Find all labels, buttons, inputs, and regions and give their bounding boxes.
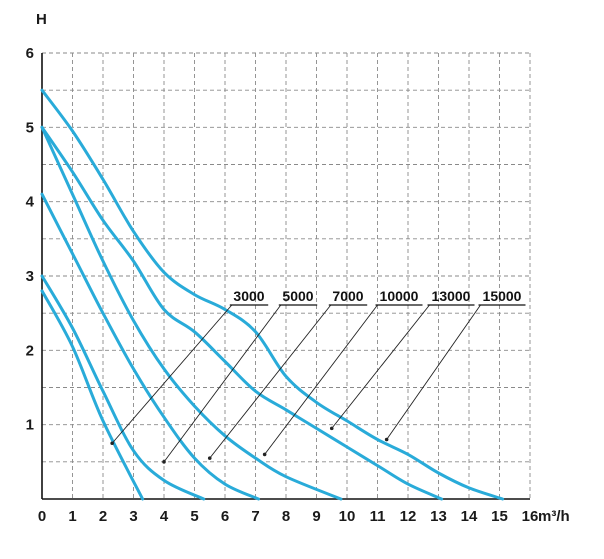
x-tick-label: 10	[339, 508, 356, 525]
y-tick-label: 5	[26, 119, 34, 136]
x-tick-label: 4	[160, 508, 169, 525]
legend-label-5000: 5000	[282, 288, 313, 304]
series-line-13000	[40, 125, 444, 501]
leader-line-3000	[111, 304, 233, 444]
x-tick-label: 8	[282, 508, 290, 525]
leader-line-7000	[209, 304, 332, 459]
series-lines	[40, 88, 505, 501]
y-tick-label: 3	[26, 268, 34, 285]
leader-line-5000	[163, 304, 282, 463]
legend-label-10000: 10000	[380, 288, 419, 304]
x-tick-label: 7	[251, 508, 259, 525]
x-tick-label: 16	[522, 508, 539, 525]
y-tick-label: 1	[26, 417, 34, 434]
x-tick-label: 5	[190, 508, 198, 525]
x-tick-label: 12	[400, 508, 417, 525]
legend: 3000 5000 7000 10000 13000 15000	[229, 288, 526, 306]
legend-label-13000: 13000	[432, 288, 471, 304]
leader-tip	[329, 426, 334, 431]
x-tick-label: 6	[221, 508, 229, 525]
x-tick-label: 1	[68, 508, 76, 525]
leader-tip	[207, 456, 212, 460]
y-axis-title: H	[36, 11, 47, 28]
leader-line-15000	[386, 304, 481, 440]
grid	[42, 52, 531, 499]
series-line-10000	[40, 125, 343, 501]
legend-label-3000: 3000	[233, 288, 264, 304]
x-tick-label: 11	[370, 508, 386, 525]
leader-tip	[162, 460, 166, 464]
leader-tip	[110, 441, 114, 446]
leader-line-13000	[331, 304, 430, 429]
leader-line-10000	[264, 304, 378, 455]
x-tick-label: 15	[491, 508, 508, 525]
legend-leaders	[110, 304, 481, 464]
x-axis-title: m³/h	[538, 508, 570, 525]
x-tick-label: 2	[99, 508, 107, 525]
x-tick-label: 0	[38, 508, 46, 525]
y-tick-label: 2	[26, 342, 34, 359]
series-line-15000	[40, 88, 505, 501]
legend-label-7000: 7000	[332, 288, 363, 304]
x-tick-label: 3	[129, 508, 137, 525]
legend-label-15000: 15000	[483, 288, 522, 304]
leader-tip	[384, 437, 389, 442]
x-tick-label: 9	[312, 508, 320, 525]
series-line-7000	[40, 192, 260, 501]
leader-tip	[262, 452, 267, 457]
y-tick-label: 4	[26, 194, 35, 211]
y-tick-label: 6	[26, 45, 34, 62]
x-tick-label: 13	[430, 508, 447, 525]
x-tick-label: 14	[461, 508, 478, 525]
series-line-3000	[40, 289, 145, 501]
series-line-5000	[40, 274, 206, 501]
